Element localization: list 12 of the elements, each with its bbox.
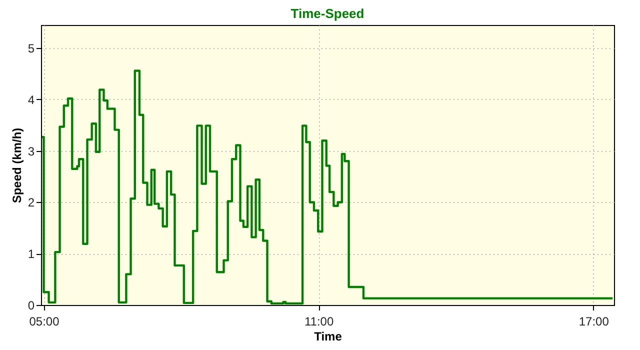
y-tick-label: 4 — [28, 92, 35, 107]
x-axis-title: Time — [314, 330, 342, 344]
y-tick-label: 2 — [28, 196, 35, 210]
y-tick-label: 0 — [28, 298, 35, 312]
x-tick-label: 11:00 — [304, 314, 334, 328]
chart-title: Time-Speed — [290, 6, 364, 21]
y-tick-label: 3 — [28, 144, 35, 158]
x-tick-label: 05:00 — [29, 314, 60, 328]
x-tick-label: 17:00 — [578, 314, 610, 328]
y-tick-label: 1 — [28, 247, 35, 262]
y-tick-label: 5 — [28, 42, 35, 56]
y-axis-title: Speed (km/h) — [10, 128, 24, 204]
